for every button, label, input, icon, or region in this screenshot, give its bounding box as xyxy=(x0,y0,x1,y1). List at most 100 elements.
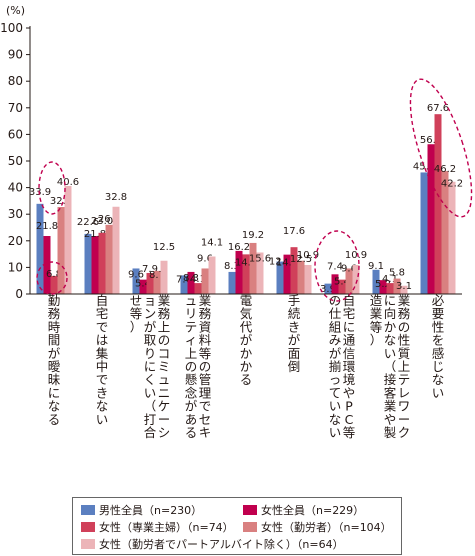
bar xyxy=(304,265,312,294)
bar xyxy=(160,260,168,294)
highlight-ellipse xyxy=(409,78,473,218)
bar-value-label: 12.2 xyxy=(269,257,291,268)
bar xyxy=(98,232,106,294)
bar-value-label: 19.2 xyxy=(242,230,264,241)
legend-label: 女性全員（n=229） xyxy=(261,504,365,517)
bar xyxy=(84,233,92,294)
bar-value-label: 3.9 xyxy=(320,284,336,295)
y-tick-label: 30 xyxy=(8,207,23,221)
bar-value-label: 9.6 xyxy=(197,253,213,264)
x-category-label: 手続きが面倒 xyxy=(288,293,301,374)
bar-value-label: 56.3 xyxy=(420,135,442,146)
x-category-label: 電気代がかかる xyxy=(240,293,253,387)
bar xyxy=(146,272,154,294)
bar-value-label: 7.0 xyxy=(176,274,192,285)
bar xyxy=(372,269,380,294)
bar xyxy=(331,274,339,294)
highlight-ellipse xyxy=(314,230,360,302)
legend-item-female-worker: 女性（勤労者）（n=104） xyxy=(243,519,392,535)
y-tick-label: 90 xyxy=(8,48,23,62)
bar-value-label: 4.1 xyxy=(382,274,398,285)
bar-value-label: 32.8 xyxy=(105,192,127,203)
y-tick-label: 50 xyxy=(8,154,23,168)
bar-value-label: 22.6 xyxy=(77,217,99,228)
bar-value-label: 5.2 xyxy=(375,279,391,290)
bar-value-label: 8.3 xyxy=(183,273,199,284)
legend-item-male-all: 男性全員（n=230） xyxy=(81,502,202,518)
bar xyxy=(352,265,360,294)
x-category-label: 業務資料等の管理でセキュリティ上の懸念がある xyxy=(185,293,212,440)
x-category-label: 業務上のコミュニケーションが取りにくい（打合せ等） xyxy=(130,293,171,440)
bar xyxy=(290,247,298,294)
legend-label: 男性全員（n=230） xyxy=(99,504,203,517)
bar-value-label: 8.7 xyxy=(149,270,165,281)
bar-value-label: 42.2 xyxy=(441,179,463,190)
bar-value-label: 16.2 xyxy=(228,242,250,253)
legend-swatch xyxy=(81,505,95,515)
y-tick-label: 10 xyxy=(8,260,23,274)
legend-label: 女性（勤労者）（n=104） xyxy=(261,521,392,534)
bar-value-label: 9.1 xyxy=(368,261,384,272)
bar-value-label: 14.1 xyxy=(201,237,223,248)
bar xyxy=(441,171,449,294)
bar xyxy=(338,279,346,294)
legend-swatch xyxy=(243,505,257,515)
bar xyxy=(379,280,387,294)
bar xyxy=(256,252,264,294)
bar xyxy=(208,256,216,294)
bar xyxy=(276,261,284,294)
bar xyxy=(139,279,147,294)
bar xyxy=(324,283,332,294)
bar-value-label: 21.8 xyxy=(84,229,106,240)
bar xyxy=(36,203,44,294)
legend-item-female-housewife: 女性（専業主婦）（n=74） xyxy=(81,519,234,535)
legend-label: 女性（勤労者でパートアルバイト除く）（n=64） xyxy=(99,538,344,551)
x-category-label: 必要性を感じない xyxy=(432,293,445,400)
bar xyxy=(187,271,195,294)
bar xyxy=(420,172,428,294)
legend-item-female-worker-excl-part: 女性（勤労者でパートアルバイト除く）（n=64） xyxy=(81,536,344,552)
chart-legend: 男性全員（n=230） 女性全員（n=229） 女性（専業主婦）（n=74） 女… xyxy=(72,497,402,555)
bar xyxy=(201,268,209,294)
bar xyxy=(400,285,408,294)
y-tick-label: 20 xyxy=(8,234,23,248)
bar-value-label: 7.9 xyxy=(142,264,158,275)
bar xyxy=(434,114,442,295)
bar xyxy=(132,268,140,294)
bar-value-label: 26.0 xyxy=(98,214,120,225)
bar-value-label: 33.9 xyxy=(29,187,51,198)
bar xyxy=(249,242,257,294)
bar xyxy=(180,275,188,294)
bar-value-label: 40.6 xyxy=(57,177,79,188)
bar-value-label: 32.7 xyxy=(50,196,72,207)
legend-item-female-all: 女性全員（n=229） xyxy=(243,502,364,518)
bar xyxy=(112,206,120,294)
bar-value-label: 14.8 xyxy=(276,258,298,269)
y-tick-label: 0 xyxy=(15,287,23,301)
bar-value-label: 10.9 xyxy=(297,250,319,261)
bar-value-label: 8.3 xyxy=(224,261,240,272)
x-category-label: 自宅に通信環境や P C 等の仕組みが揃っていない xyxy=(329,293,356,440)
bar xyxy=(64,186,72,294)
bar xyxy=(50,275,58,294)
bar-value-label: 9.6 xyxy=(341,263,357,274)
y-tick-label: 60 xyxy=(8,127,23,141)
bar-value-label: 15.6 xyxy=(249,254,271,265)
bar-value-label: 9.6 xyxy=(128,269,144,280)
y-tick-label: 70 xyxy=(8,101,23,115)
bar xyxy=(105,224,113,294)
legend-swatch xyxy=(81,539,95,549)
bar-value-label: 12.5 xyxy=(290,254,312,265)
bar-value-label: 4.1 xyxy=(190,274,206,285)
bar xyxy=(345,268,353,294)
bar-value-label: 10.9 xyxy=(345,250,367,261)
bar xyxy=(57,207,65,294)
x-category-label: 勤務時間が曖昧になる xyxy=(48,293,61,427)
bar-value-label: 5.8 xyxy=(389,268,405,279)
x-category-label: 業務の性質上テレワークに向かない（接客業や製造業等） xyxy=(370,293,411,440)
bar-value-label: 46.2 xyxy=(434,164,456,175)
legend-label: 女性（専業主婦）（n=74） xyxy=(99,521,234,534)
bar xyxy=(242,254,250,294)
bar-value-label: 7.4 xyxy=(327,261,343,272)
